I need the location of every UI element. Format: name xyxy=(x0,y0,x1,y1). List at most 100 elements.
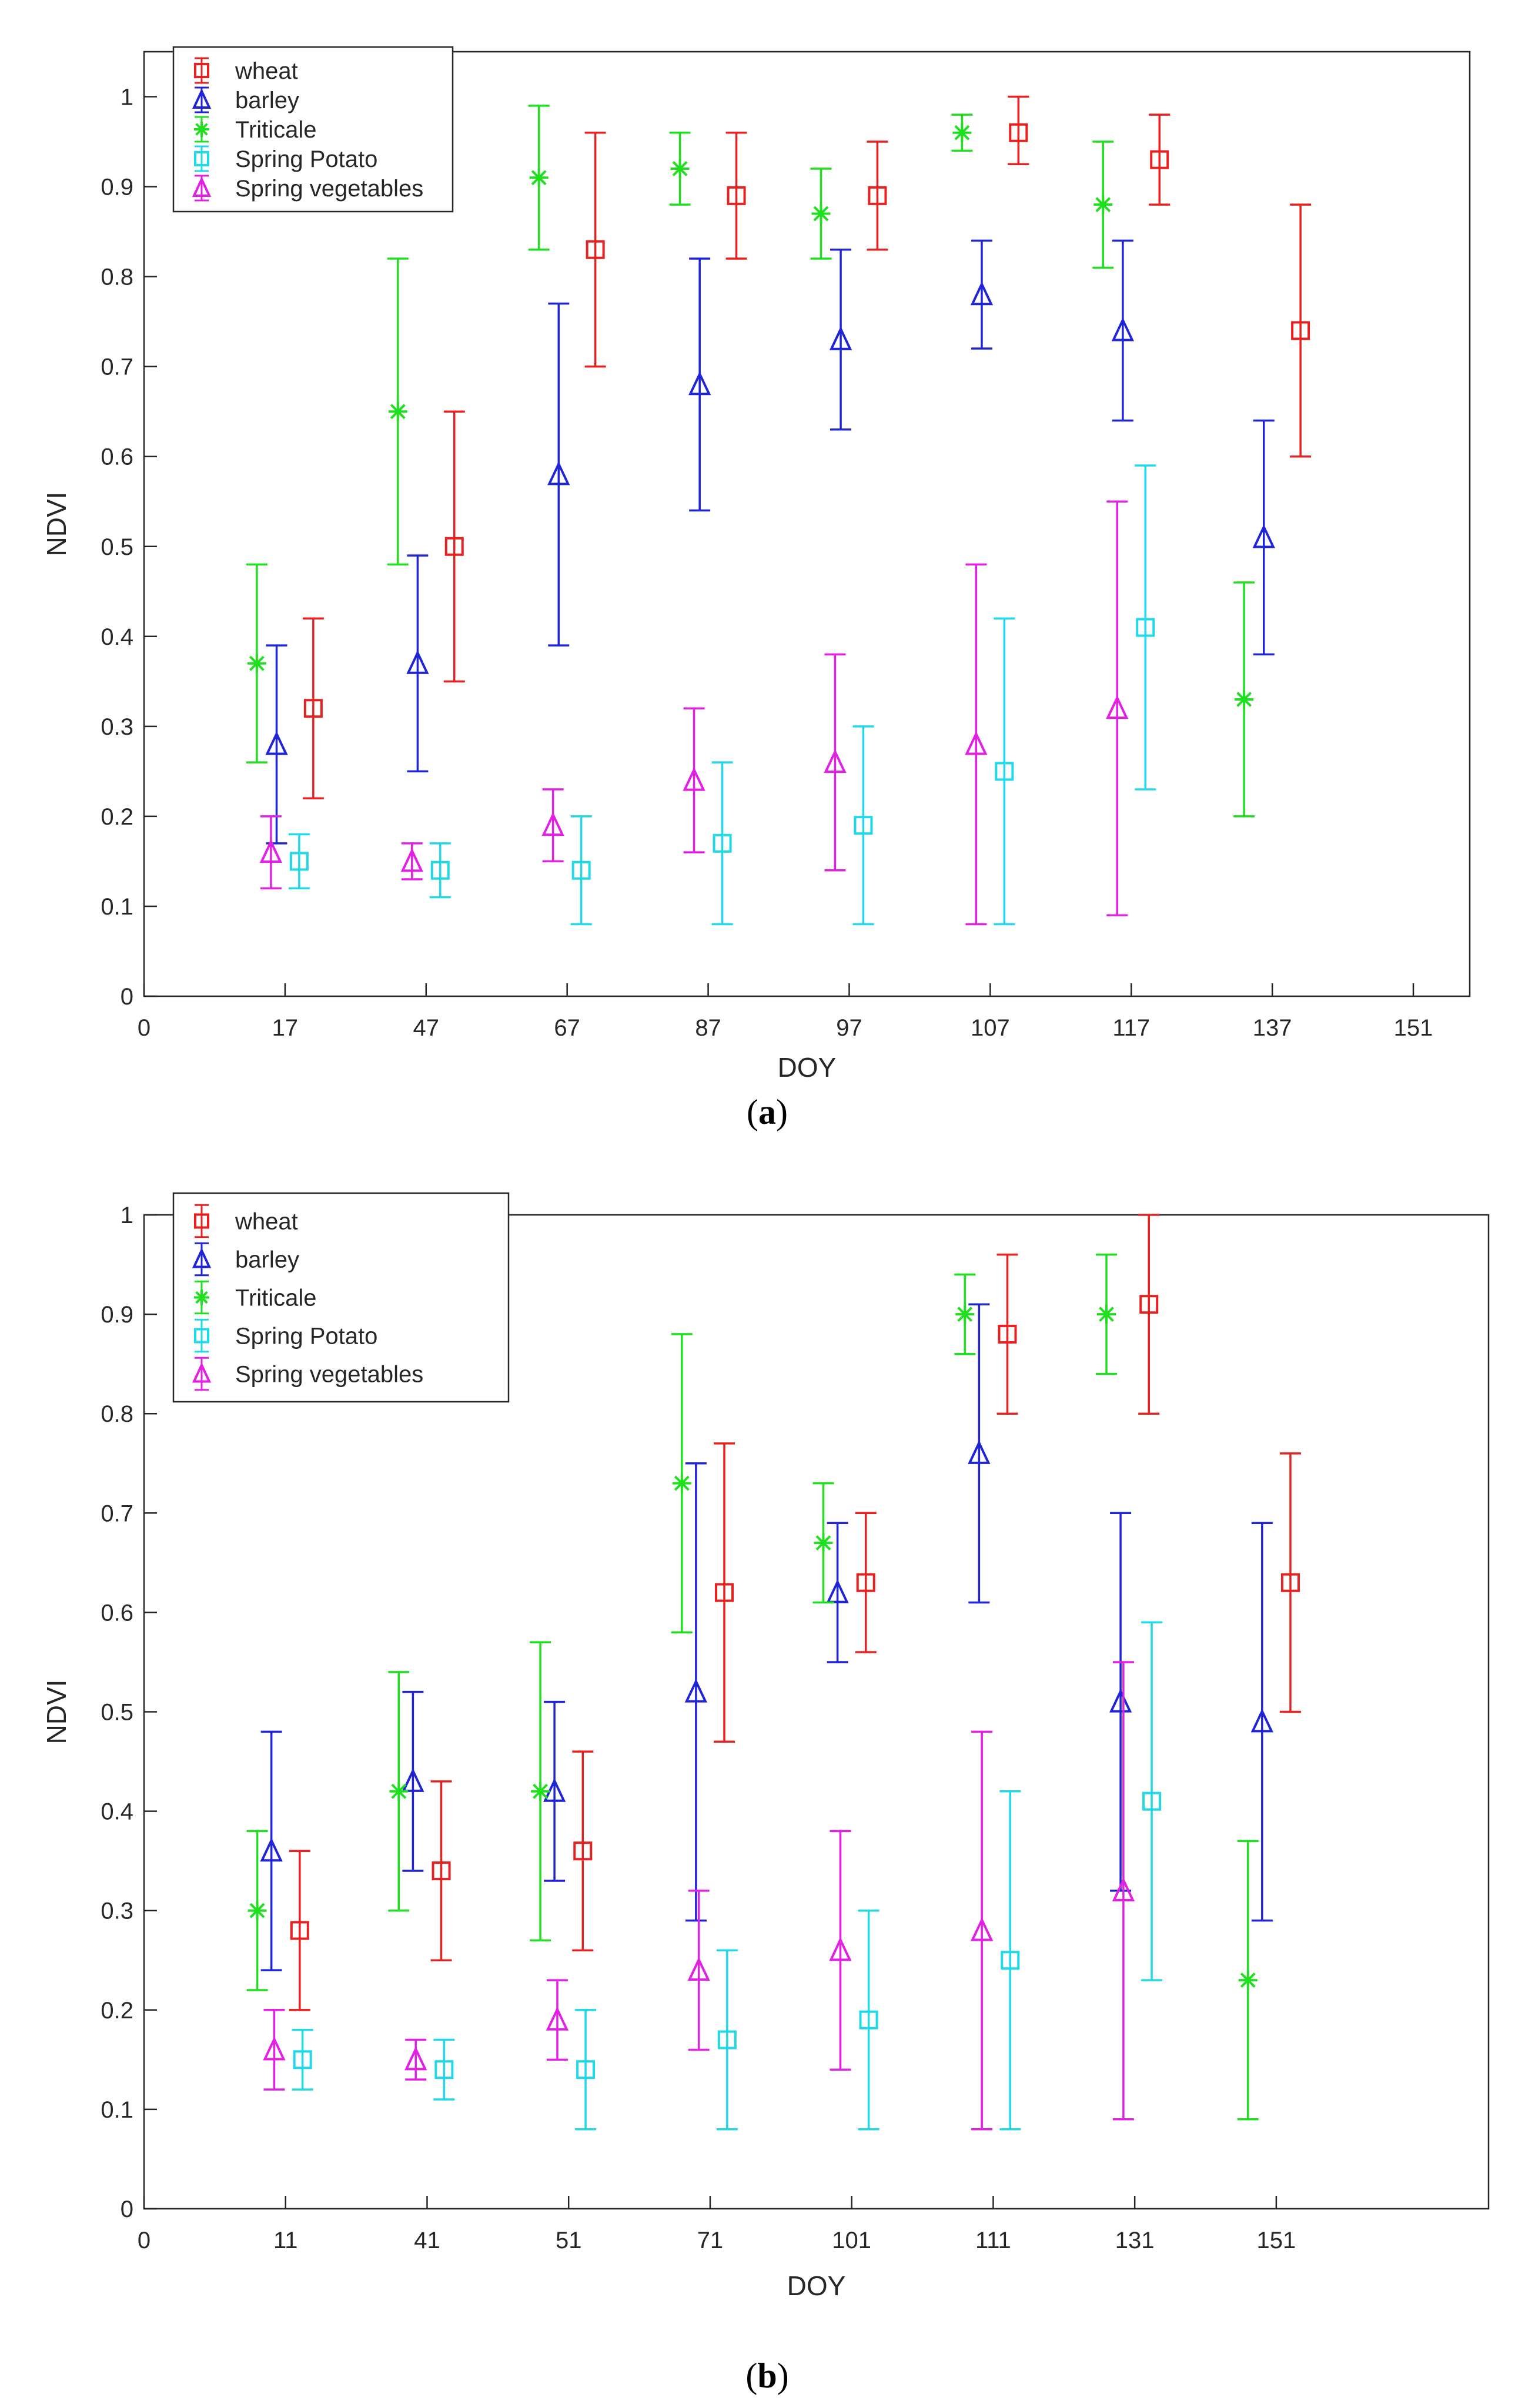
x-tick-label: 107 xyxy=(971,1015,1010,1041)
data-point xyxy=(1280,1573,1300,1592)
data-point xyxy=(970,281,994,306)
x-tick-label: 111 xyxy=(975,2228,1011,2253)
y-tick-label: 0.1 xyxy=(101,2097,133,2123)
x-tick-label: 97 xyxy=(836,1015,862,1041)
legend-label-spring-vegetables: Spring vegetables xyxy=(235,176,423,202)
legend-box xyxy=(172,1192,510,1403)
data-point xyxy=(293,2050,312,2069)
x-axis-label: DOY xyxy=(787,2270,846,2301)
data-point xyxy=(430,860,450,880)
error-bar xyxy=(546,1979,568,2061)
error-bar xyxy=(1112,239,1133,422)
error-bar xyxy=(430,1780,452,1961)
error-bar xyxy=(1279,1452,1301,1713)
series-barley xyxy=(260,1303,1273,1971)
error-bar xyxy=(405,2038,427,2081)
legend-icon-barley xyxy=(192,86,212,113)
error-bar xyxy=(544,1700,566,1882)
y-tick-label: 0.2 xyxy=(101,1998,133,2024)
data-point xyxy=(684,1678,708,1703)
legend-label-wheat: wheat xyxy=(235,1209,298,1235)
error-bar xyxy=(968,1303,990,1604)
legend-label-spring-potato: Spring Potato xyxy=(235,1324,377,1349)
error-bar xyxy=(965,563,987,926)
series-spring-potato xyxy=(288,464,1156,926)
error-bar xyxy=(971,1730,993,2131)
series-wheat xyxy=(289,1214,1301,2011)
x-tick-label: 151 xyxy=(1394,1015,1433,1041)
data-point xyxy=(546,2007,569,2031)
data-point xyxy=(531,1781,550,1801)
error-bar xyxy=(584,131,606,368)
legend: wheat barley Triticale Spring Potato Spring … xyxy=(172,46,454,213)
data-point xyxy=(688,371,711,396)
y-tick-label: 0.3 xyxy=(101,714,133,740)
error-bar xyxy=(725,131,747,260)
y-tick-label: 0.5 xyxy=(101,534,133,560)
data-point xyxy=(1142,1791,1162,1811)
x-tick-label: 117 xyxy=(1112,1015,1150,1041)
plot-area xyxy=(143,51,1471,997)
legend-label-triticale: Triticale xyxy=(235,117,317,143)
error-bar xyxy=(688,1890,710,2051)
error-bar xyxy=(689,257,711,512)
legend-box xyxy=(172,46,454,213)
error-bar xyxy=(263,2009,285,2091)
error-bar xyxy=(548,302,570,647)
error-bar xyxy=(1112,1661,1134,2121)
data-point xyxy=(670,159,690,178)
data-point xyxy=(672,1473,691,1493)
series-spring-vegetables xyxy=(263,1661,1135,2131)
error-bar xyxy=(260,815,282,890)
series-wheat xyxy=(302,95,1312,800)
error-bar xyxy=(542,788,564,863)
data-point xyxy=(1250,1708,1273,1733)
error-bar xyxy=(716,1949,738,2131)
data-point xyxy=(571,860,591,880)
error-bar xyxy=(1149,113,1171,206)
x-tick-label: 137 xyxy=(1253,1015,1292,1041)
data-point xyxy=(824,749,847,773)
y-tick-label: 0.9 xyxy=(101,1302,133,1328)
data-point xyxy=(1001,1951,1020,1970)
x-axis-label: DOY xyxy=(778,1052,837,1083)
legend: wheat barley Triticale Spring Potato Spring … xyxy=(172,1192,510,1403)
data-point xyxy=(1009,123,1028,142)
error-bar xyxy=(830,1830,851,2071)
error-bar xyxy=(867,140,888,251)
data-point xyxy=(434,2060,454,2079)
y-tick-label: 0.4 xyxy=(101,624,133,650)
y-tick-label: 0.9 xyxy=(101,175,133,200)
legend-icon-triticale xyxy=(194,116,209,143)
x-tick-label: 11 xyxy=(273,2228,298,2253)
y-tick-label: 1 xyxy=(121,85,133,110)
error-bar xyxy=(1253,419,1275,656)
data-point xyxy=(263,2036,286,2061)
data-point xyxy=(687,1957,710,1981)
error-bar xyxy=(1110,1512,1132,1892)
error-bar xyxy=(1138,1214,1160,1415)
data-point xyxy=(432,1861,451,1881)
legend-icon-spring-vegetables xyxy=(192,175,212,202)
legend-icon-wheat xyxy=(194,57,209,84)
data-point xyxy=(265,731,288,755)
data-point xyxy=(683,766,705,791)
error-bar xyxy=(711,761,733,926)
data-point xyxy=(868,186,887,205)
data-point xyxy=(854,816,873,835)
y-tick-label: 0 xyxy=(121,984,133,1010)
data-point xyxy=(829,1937,852,1961)
data-point xyxy=(1093,195,1113,215)
data-point xyxy=(404,2046,427,2071)
panel-label-a: (a) xyxy=(747,1093,788,1131)
x-tick-label: 51 xyxy=(556,2228,582,2253)
error-bar xyxy=(407,554,429,773)
error-bar xyxy=(302,617,324,800)
data-point xyxy=(995,762,1014,781)
data-point xyxy=(1252,524,1275,548)
data-point xyxy=(965,731,988,755)
data-point xyxy=(406,650,429,674)
data-point xyxy=(1106,695,1129,719)
error-bar xyxy=(1251,1522,1273,1922)
